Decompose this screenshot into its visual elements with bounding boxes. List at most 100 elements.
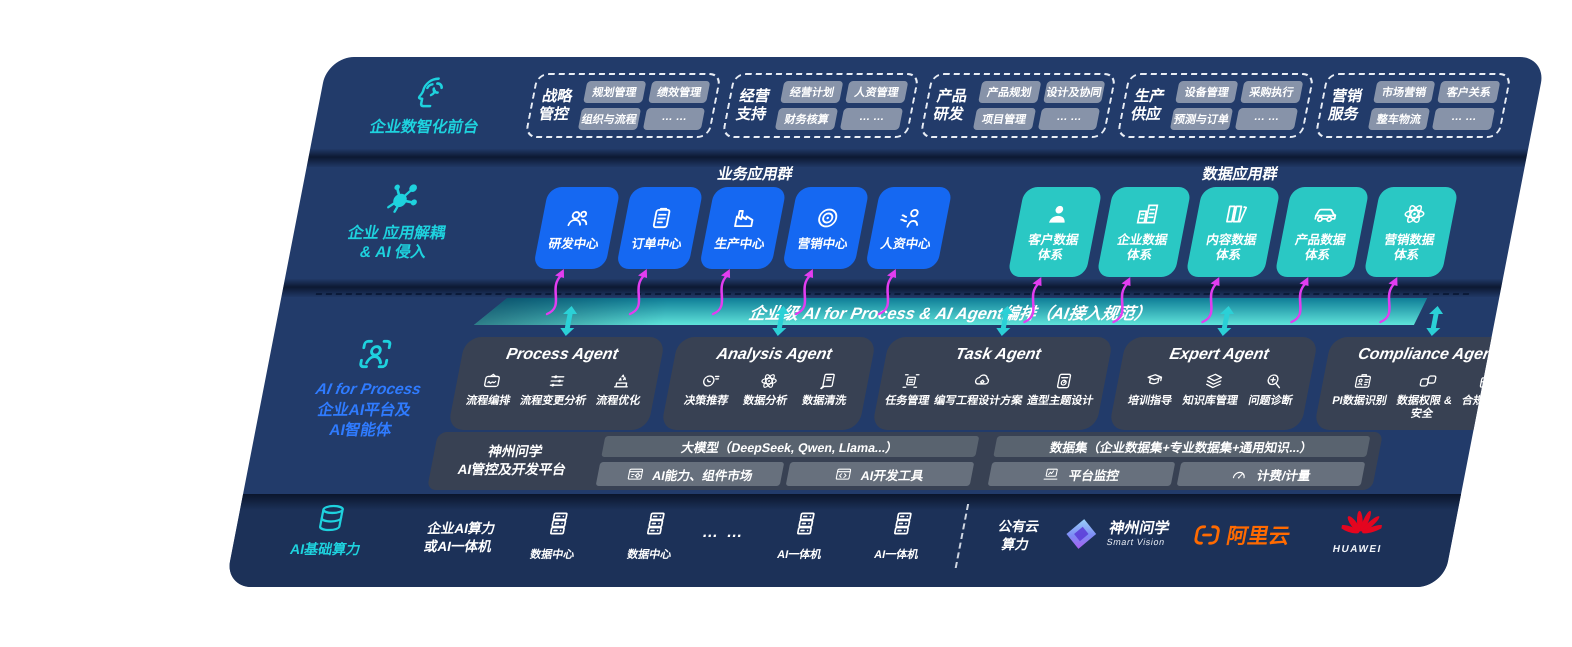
server-icon — [886, 510, 918, 537]
aliyun-logo: 阿里云 — [1190, 520, 1293, 550]
car-icon — [1310, 201, 1341, 227]
smartvision-logo: 神州问学 Smart Vision — [1060, 516, 1172, 552]
knowledge-layers-icon — [1202, 371, 1226, 391]
group-item: 市场营销 — [1372, 81, 1436, 103]
app-box-rd-center: 研发中心 — [532, 187, 621, 316]
group-title: 战略管控 — [537, 87, 575, 123]
ai-appliance-node: AI一体机 — [758, 510, 848, 562]
app-box-label: 营销中心 — [796, 236, 850, 251]
atom-icon — [1399, 201, 1430, 227]
agent-item-label: 造型主题设计 — [1025, 395, 1095, 407]
group-item: … … — [1234, 108, 1298, 130]
data-box-label: 客户数据 体系 — [1027, 233, 1080, 262]
data-clean-icon — [816, 371, 840, 391]
group-item: 绩效管理 — [647, 81, 711, 103]
teal-double-arrow-icon — [996, 306, 1014, 336]
platform-card: 神州问学 AI管控及开发平台 大模型（DeepSeek, Qwen, Llama… — [426, 432, 1384, 490]
front-office-groups: 战略管控 规划管理 绩效管理 组织与流程 … … 经营支持 经营计划 人资管理 … — [524, 73, 1512, 138]
group-item: … … — [1037, 108, 1101, 130]
group-title: 营销服务 — [1326, 87, 1364, 123]
cloud-design-icon — [970, 371, 994, 391]
front-office-label: 企业数智化前台 — [368, 119, 481, 136]
window-code-icon — [834, 466, 854, 483]
agent-item-label: 数据清洗 — [800, 395, 848, 407]
agent-item: 决策推荐 — [683, 371, 734, 408]
app-box-hr-center: 人资中心 — [864, 187, 953, 316]
agent-item-label: 合规预警 — [1460, 395, 1508, 407]
platform-cell-label: AI开发工具 — [859, 468, 925, 483]
platform-rail: 神州问学 AI管控及开发平台 — [441, 443, 586, 478]
data-box-label: 企业数据 体系 — [1116, 233, 1169, 262]
agent-item: 数据权限 & 安全 — [1393, 371, 1458, 420]
group-item: … … — [642, 108, 706, 130]
theme-design-icon — [1052, 371, 1076, 391]
agent-item: 编写工程设计方案 — [933, 371, 1028, 408]
server-icon — [542, 510, 574, 537]
server-icon — [639, 510, 671, 537]
platform-cell-billing: 计费/计量 — [1176, 462, 1366, 486]
model-bar: 大模型（DeepSeek, Qwen, Llama...） — [601, 436, 979, 457]
workflow-icon — [480, 371, 504, 391]
platform-datasets-column: 数据集（企业数据集+专业数据集+通用知识...） 平台监控 计费/计量 — [987, 436, 1371, 486]
agent-item-label: PI数据识别 — [1331, 395, 1388, 407]
agent-item: PI数据识别 — [1331, 371, 1393, 408]
agent-item-label: 流程编排 — [464, 395, 512, 407]
teal-double-arrow-icon — [1426, 306, 1444, 336]
ellipsis: … … — [700, 524, 747, 541]
platform-name: 神州问学 — [486, 444, 544, 460]
node-label: AI一体机 — [776, 549, 823, 561]
agent-title: Process Agent — [504, 346, 620, 363]
agent-card-compliance: Compliance Agent PI数据识别 数据权限 & 安全 合规预警 — [1313, 306, 1532, 431]
agent-title: Compliance Agent — [1356, 346, 1500, 363]
app-decouple-rail: 企业 应用解耦 & AI 侵入 — [311, 179, 487, 263]
agent-item-label: 任务管理 — [883, 395, 931, 407]
agent-item: 问题诊断 — [1247, 371, 1298, 408]
group-strategy: 战略管控 规划管理 绩效管理 组织与流程 … … — [524, 73, 723, 138]
group-item: 设备管理 — [1175, 81, 1239, 103]
group-item: 设计及协同 — [1042, 81, 1106, 103]
agent-item: 合规预警 — [1461, 371, 1512, 408]
huawei-logo: HUAWEI — [1321, 508, 1400, 555]
platform-subname: AI管控及开发平台 — [456, 462, 568, 477]
platform-cell-dev-tools: AI开发工具 — [785, 462, 974, 486]
brain-icon — [409, 73, 454, 111]
app-box-label: 研发中心 — [547, 236, 601, 251]
app-box-marketing-center: 营销中心 — [781, 187, 870, 316]
app-box-label: 人资中心 — [879, 236, 933, 251]
task-grid-icon — [899, 371, 923, 391]
team-icon — [563, 205, 594, 231]
target-icon — [812, 205, 843, 231]
platform-cell-label: AI能力、组件市场 — [651, 468, 754, 483]
group-item: 财务核算 — [775, 108, 839, 130]
permission-icon — [1416, 371, 1440, 391]
group-item: 经营计划 — [780, 81, 844, 103]
agent-card-process: Process Agent 流程编排 流程变更分析 流程优化 — [447, 306, 666, 431]
group-item: … … — [1432, 108, 1496, 130]
database-icon — [312, 502, 350, 534]
data-systems-row: 客户数据 体系 企业数据 体系 内容数据 体系 产品数据 体系 营销数据 体系 — [1007, 187, 1459, 324]
server-icon — [789, 510, 821, 537]
ai-platform-band: 企业级 AI for Process & AI Agent编排（AI接入规范） … — [243, 287, 1532, 494]
agent-item: 任务管理 — [884, 371, 935, 408]
group-item: 采购执行 — [1240, 81, 1303, 103]
agent-item: 数据清洗 — [801, 371, 852, 408]
diagnose-icon — [1262, 371, 1286, 391]
clipboard-icon — [646, 205, 677, 231]
app-decouple-label: 企业 应用解耦 & AI 侵入 — [346, 225, 448, 262]
node-label: 数据中心 — [626, 549, 673, 561]
group-title: 经营支持 — [734, 87, 772, 123]
diagram-board: 企业数智化前台 战略管控 规划管理 绩效管理 组织与流程 … … 经营支持 经营… — [225, 57, 1547, 587]
infra-label: AI基础算力 — [288, 541, 362, 557]
front-office-rail: 企业数智化前台 — [342, 73, 515, 137]
agent-item-label: 编写工程设计方案 — [932, 395, 1024, 407]
group-item: 预测与订单 — [1170, 108, 1234, 130]
sliders-icon — [545, 371, 569, 391]
data-box-content: 内容数据 体系 — [1185, 187, 1281, 324]
agent-item-label: 知识库管理 — [1181, 395, 1239, 407]
group-item: … … — [839, 108, 903, 130]
group-product-rd: 产品研发 产品规划 设计及协同 项目管理 … … — [919, 73, 1118, 138]
person-scan-icon — [353, 335, 398, 373]
smartvision-diamond-icon — [1066, 519, 1097, 549]
data-box-enterprise: 企业数据 体系 — [1096, 187, 1192, 324]
datacenter-node: 数据中心 — [511, 510, 601, 562]
